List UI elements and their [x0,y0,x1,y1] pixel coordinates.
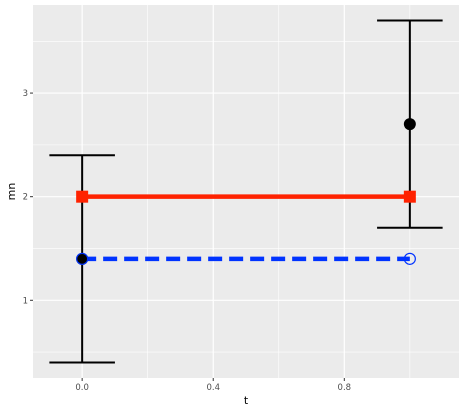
y-tick-label: 3 [23,89,28,99]
y-tick-label: 1 [23,296,28,306]
x-tick-label: 0.4 [206,383,220,393]
mean-point [76,252,89,265]
y-axis-title: mn [5,183,18,201]
series-1-point [403,190,416,203]
x-axis-title: t [244,394,249,407]
tick-labels: 0.0 0.4 0.8 1 2 3 [23,89,351,393]
plot-panel [33,5,459,378]
series-1-point [76,190,89,203]
mean-point [403,118,416,131]
data-points [76,118,416,265]
y-tick-label: 2 [23,193,28,203]
axis-ticks [30,92,345,381]
x-tick-label: 0.0 [75,383,89,393]
x-tick-label: 0.8 [338,383,352,393]
series-lines [82,194,410,262]
series-2-point [76,252,89,265]
series-2-point [403,252,416,265]
